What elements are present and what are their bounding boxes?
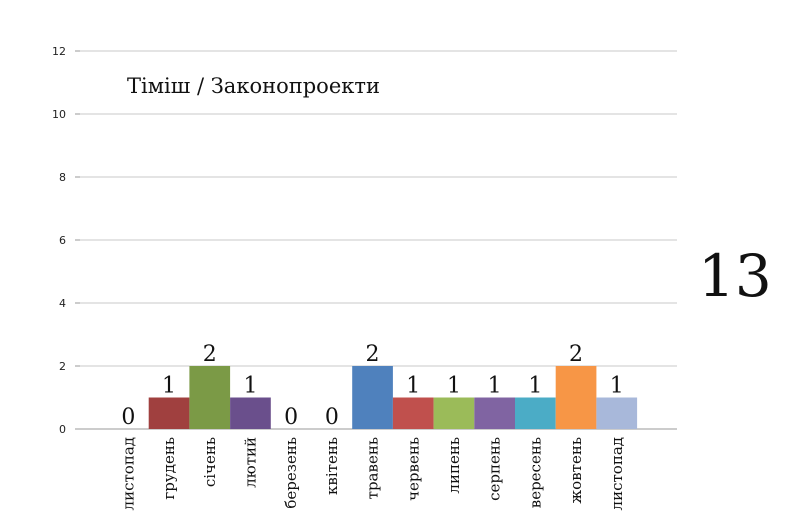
category-label: серпень xyxy=(486,437,504,501)
bar xyxy=(189,366,231,429)
y-tick-label: 0 xyxy=(59,423,66,436)
bar xyxy=(230,397,271,429)
bar xyxy=(596,397,638,429)
category-label: березень xyxy=(282,437,300,509)
data-label: 1 xyxy=(528,374,542,399)
data-label: 0 xyxy=(121,405,135,430)
y-tick-label: 4 xyxy=(59,297,66,310)
bar xyxy=(555,366,597,429)
data-label: 1 xyxy=(162,374,176,399)
category-label: травень xyxy=(364,437,382,499)
data-label: 1 xyxy=(406,374,420,399)
category-label: грудень xyxy=(160,437,178,500)
data-label: 1 xyxy=(243,374,257,399)
category-label: вересень xyxy=(526,437,544,508)
y-tick-label: 8 xyxy=(59,171,66,184)
data-label: 2 xyxy=(203,342,217,367)
bar xyxy=(474,397,515,429)
data-label: 2 xyxy=(366,342,380,367)
data-labels: 0 1 2 1 0 0 2 1 1 1 1 2 1 xyxy=(121,342,623,430)
category-label: липень xyxy=(445,437,463,494)
category-label: червень xyxy=(404,437,422,501)
bar xyxy=(148,397,190,429)
total-count: 13 xyxy=(698,242,772,310)
category-label: лютий xyxy=(241,437,259,488)
category-label: листопад xyxy=(608,437,626,510)
category-label: квітень xyxy=(323,437,341,495)
data-label: 1 xyxy=(447,374,461,399)
data-label: 0 xyxy=(284,405,298,430)
bars xyxy=(148,366,638,429)
y-tick-label: 10 xyxy=(52,108,66,121)
chart-title: Тіміш / Законопроекти xyxy=(127,74,380,98)
x-axis-labels: листопад грудень січень лютий березень квітен… xyxy=(119,437,625,510)
y-tick-label: 12 xyxy=(52,45,66,58)
data-label: 2 xyxy=(569,342,583,367)
bar xyxy=(352,366,393,429)
y-tick-label: 6 xyxy=(59,234,66,247)
bar xyxy=(392,397,434,429)
data-label: 1 xyxy=(610,374,624,399)
bar xyxy=(433,397,475,429)
data-label: 1 xyxy=(488,374,502,399)
y-tick-label: 2 xyxy=(59,360,66,373)
category-label: січень xyxy=(201,437,219,487)
bar xyxy=(515,397,556,429)
data-label: 0 xyxy=(325,405,339,430)
grid-lines xyxy=(75,50,677,430)
category-label: листопад xyxy=(119,437,137,510)
y-axis-ticks: 0 2 4 6 8 10 12 xyxy=(52,45,66,436)
category-label: жовтень xyxy=(567,437,585,504)
